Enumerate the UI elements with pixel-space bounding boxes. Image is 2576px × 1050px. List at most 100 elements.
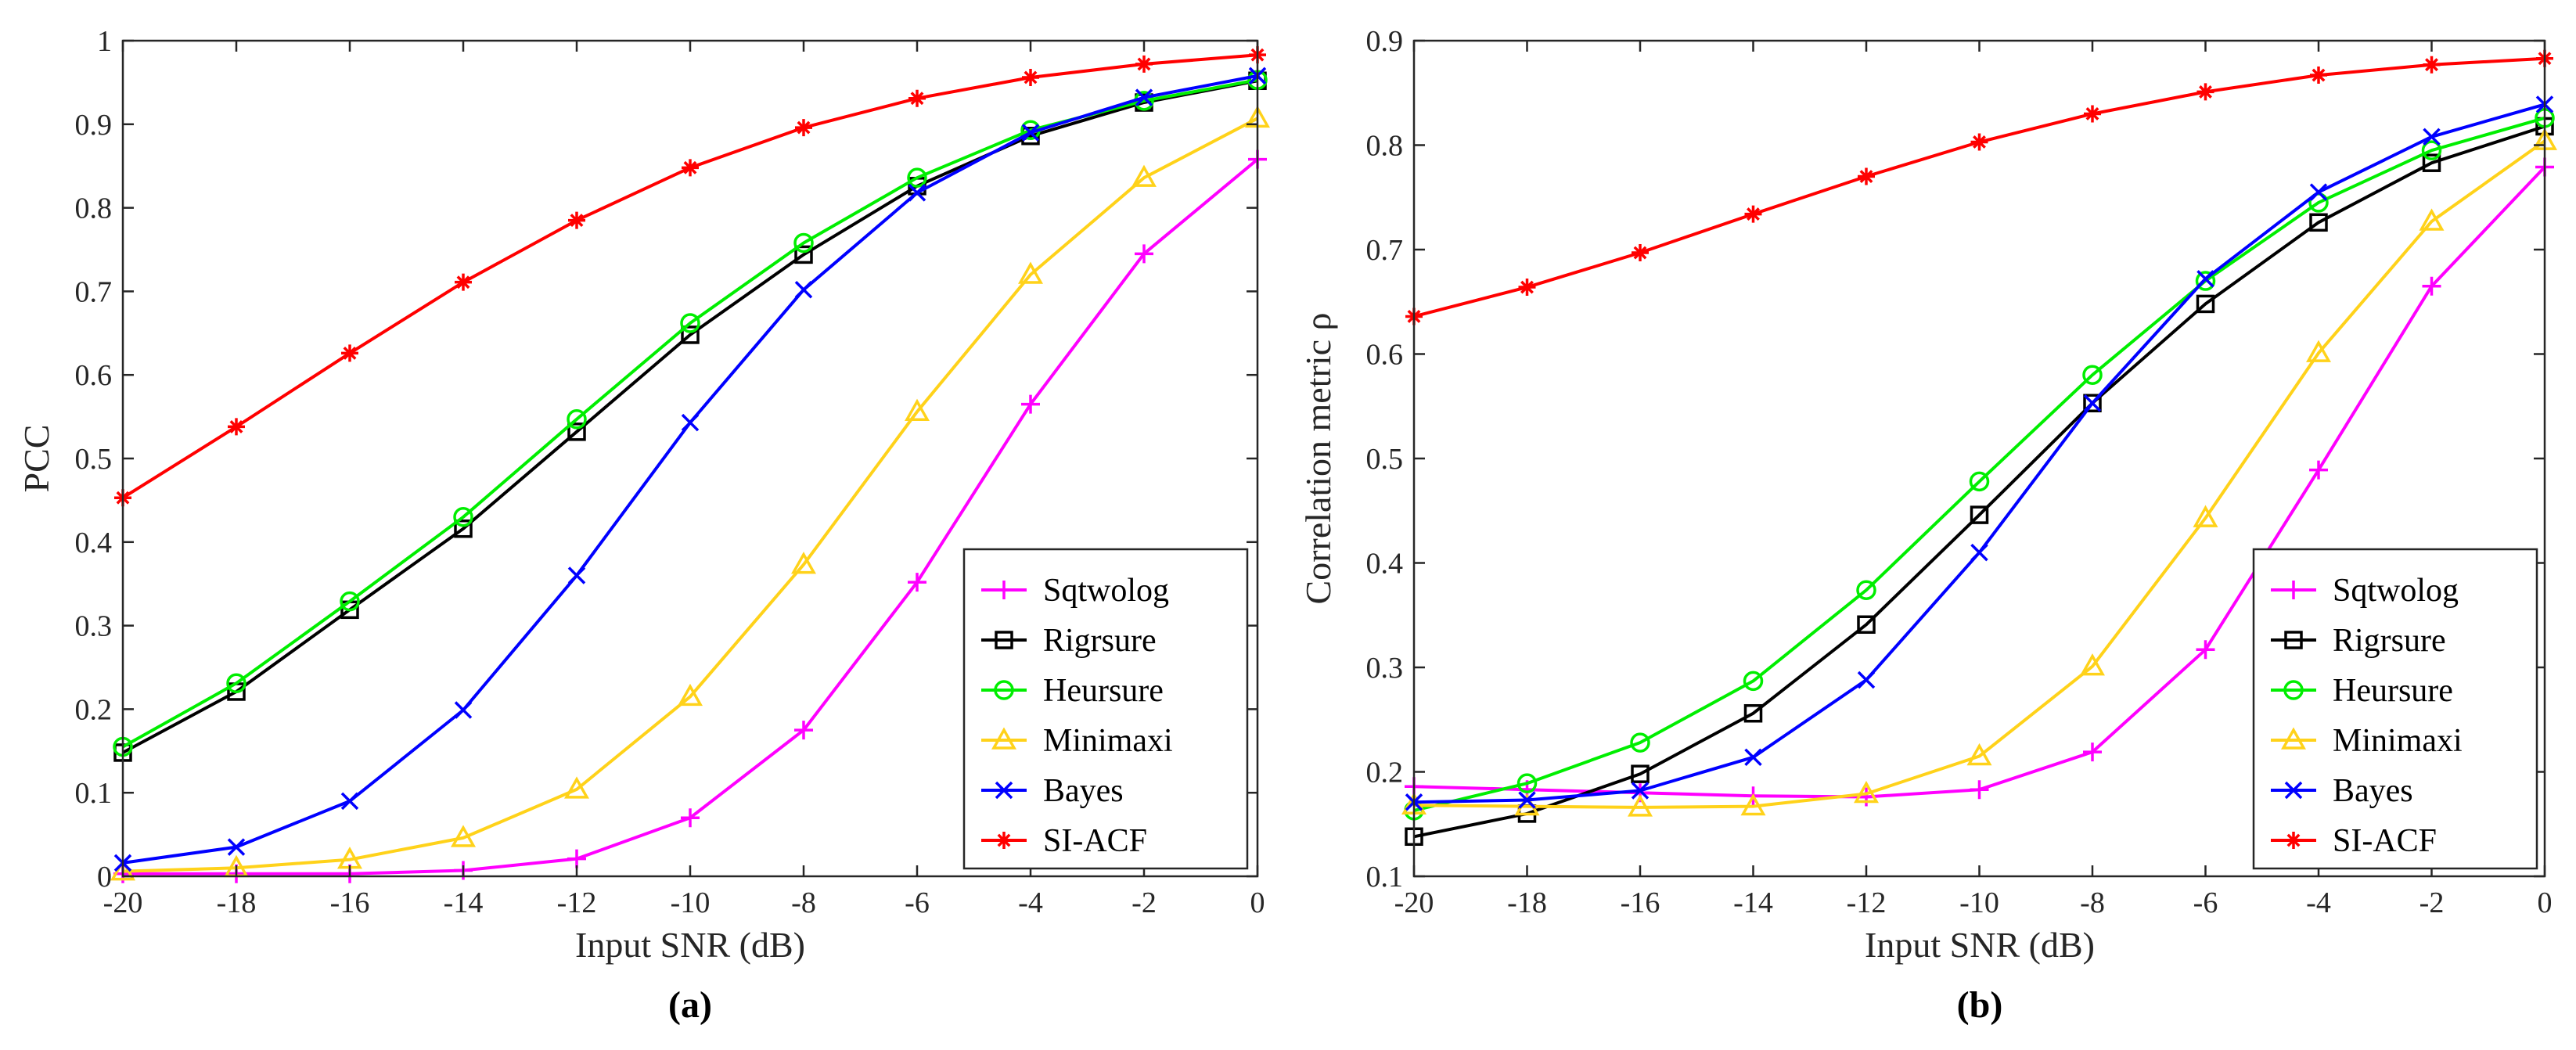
legend-label-bayes: Bayes bbox=[1043, 773, 1124, 809]
data-point-heursure bbox=[1630, 732, 1650, 753]
data-point-sqtwolog bbox=[1021, 394, 1040, 414]
data-point-bayes bbox=[1970, 543, 1988, 562]
legend-box bbox=[962, 548, 1249, 870]
data-point-sqtwolog bbox=[794, 721, 813, 740]
tick-group-a: -20 -18 -16 -14 -12 -10 -8 -6 -4 -2 000.10.20.30.4… bbox=[75, 25, 1265, 919]
legend-marker-rigrsure bbox=[2284, 631, 2303, 649]
legend-marker-bayes bbox=[995, 781, 1013, 800]
legend-item-si-acf: SI-ACF bbox=[981, 823, 1147, 859]
data-point-minimaxi bbox=[110, 858, 135, 881]
data-point-rigrsure bbox=[681, 325, 700, 344]
legend-item-rigrsure: Rigrsure bbox=[981, 623, 1157, 659]
data-point-rigrsure bbox=[1970, 505, 1989, 524]
series-line-minimaxi bbox=[122, 117, 1258, 873]
data-point-heursure bbox=[2421, 140, 2442, 160]
legend-label-minimaxi: Minimaxi bbox=[1043, 723, 1173, 759]
x-tick-label-b: -6 bbox=[2193, 886, 2218, 919]
x-tick-label-a: -8 bbox=[791, 886, 816, 919]
y-tick-label-a: 0 bbox=[97, 861, 112, 894]
data-point-minimaxi bbox=[1854, 780, 1879, 804]
data-point-si-acf bbox=[1858, 167, 1875, 185]
data-point-sqtwolog bbox=[1970, 780, 1989, 800]
y-tick-label-b: 0.5 bbox=[1366, 443, 1404, 476]
y-tick-label-a: 0.6 bbox=[75, 359, 113, 392]
y-tick-label-a: 0.8 bbox=[75, 192, 113, 225]
chart-panel-a: -20 -18 -16 -14 -12 -10 -8 -6 -4 -2 000.10.20.30.4… bbox=[16, 25, 1270, 1026]
x-tick-label-a: -14 bbox=[444, 886, 484, 919]
plot-area-b bbox=[1401, 49, 2557, 847]
x-tick-label-b: -10 bbox=[1959, 886, 1999, 919]
data-point-heursure bbox=[1516, 773, 1538, 793]
data-point-si-acf bbox=[2310, 67, 2327, 85]
x-tick-label-a: -4 bbox=[1018, 886, 1043, 919]
legend-marker-si-acf bbox=[995, 832, 1013, 849]
x-tick-label-b: -18 bbox=[1507, 886, 1547, 919]
x-tick-label-b: -16 bbox=[1621, 886, 1660, 919]
data-point-bayes bbox=[681, 413, 700, 432]
data-point-sqtwolog bbox=[2196, 640, 2215, 660]
x-tick-label-b: 0 bbox=[2538, 886, 2553, 919]
legend-item-si-acf: SI-ACF bbox=[2271, 823, 2437, 859]
data-point-heursure bbox=[1856, 580, 1876, 600]
data-point-heursure bbox=[2195, 271, 2216, 291]
series-minimaxi-a bbox=[110, 105, 1270, 881]
legend-label-bayes: Bayes bbox=[2333, 773, 2413, 809]
x-tick-label-a: -18 bbox=[217, 886, 257, 919]
data-point-heursure bbox=[793, 232, 814, 254]
series-line-rigrsure bbox=[122, 79, 1258, 754]
x-tick-label-b: -2 bbox=[2419, 886, 2445, 919]
series-line-rigrsure bbox=[1413, 124, 2545, 839]
y-axis-label-a: PCC bbox=[16, 425, 56, 493]
legend-a: Sqtwolog Rigrsure Heursure Minimaxi Bayes SI-… bbox=[962, 548, 1249, 870]
data-point-minimaxi bbox=[1740, 793, 1766, 816]
data-point-rigrsure bbox=[1631, 764, 1650, 783]
series-si-acf-b bbox=[1405, 49, 2553, 325]
data-point-minimaxi bbox=[791, 552, 816, 574]
x-axis-label-b: Input SNR (dB) bbox=[1865, 925, 2095, 965]
data-point-bayes bbox=[1744, 748, 1762, 767]
legend-label-sqtwolog: Sqtwolog bbox=[1043, 573, 1169, 609]
legend-label-rigrsure: Rigrsure bbox=[1043, 623, 1157, 659]
data-point-rigrsure bbox=[1857, 615, 1876, 635]
data-point-bayes bbox=[1857, 671, 1876, 689]
x-tick-label-b: -4 bbox=[2306, 886, 2331, 919]
legend-label-heursure: Heursure bbox=[1043, 673, 1164, 709]
data-point-bayes bbox=[1631, 782, 1650, 800]
data-point-minimaxi bbox=[2306, 340, 2331, 362]
data-point-bayes bbox=[1518, 791, 1536, 809]
data-point-sqtwolog bbox=[2422, 276, 2441, 296]
data-point-si-acf bbox=[1632, 244, 1649, 262]
data-point-rigrsure bbox=[454, 519, 473, 538]
series-bayes-a bbox=[113, 67, 1267, 872]
data-point-si-acf bbox=[341, 344, 358, 362]
data-point-heursure bbox=[1743, 671, 1764, 692]
legend-item-minimaxi: Minimaxi bbox=[2271, 723, 2463, 759]
data-point-rigrsure bbox=[567, 423, 586, 441]
data-point-sqtwolog bbox=[567, 849, 586, 868]
legend-label-sqtwolog: Sqtwolog bbox=[2333, 573, 2459, 609]
data-point-minimaxi bbox=[2193, 505, 2218, 527]
data-point-bayes bbox=[340, 792, 359, 811]
legend-box bbox=[2252, 548, 2538, 870]
data-point-bayes bbox=[2423, 128, 2441, 146]
data-point-rigrsure bbox=[2083, 394, 2102, 412]
data-point-bayes bbox=[2309, 183, 2328, 201]
x-tick-label-a: -12 bbox=[557, 886, 597, 919]
data-point-bayes bbox=[454, 701, 473, 719]
series-line-heursure bbox=[1413, 116, 2545, 812]
legend-item-bayes: Bayes bbox=[981, 773, 1124, 809]
legend-marker-sqtwolog bbox=[995, 581, 1013, 599]
data-point-bayes bbox=[227, 838, 246, 856]
legend-marker-minimaxi bbox=[991, 727, 1016, 750]
x-tick-label-b: -20 bbox=[1394, 886, 1434, 919]
x-tick-label-a: -10 bbox=[671, 886, 711, 919]
y-tick-label-a: 0.5 bbox=[75, 443, 113, 476]
data-point-sqtwolog bbox=[681, 808, 700, 828]
data-point-bayes bbox=[2196, 270, 2214, 288]
legend-b: Sqtwolog Rigrsure Heursure Minimaxi Bayes SI-… bbox=[2252, 548, 2538, 870]
data-point-si-acf bbox=[2196, 83, 2214, 101]
y-tick-label-b: 0.6 bbox=[1366, 339, 1404, 372]
tick-group-b: -20 -18 -16 -14 -12 -10 -8 -6 -4 -2 00.10.20.30.40… bbox=[1366, 25, 2553, 919]
series-line-minimaxi bbox=[1413, 139, 2546, 809]
data-point-bayes bbox=[1021, 124, 1040, 142]
